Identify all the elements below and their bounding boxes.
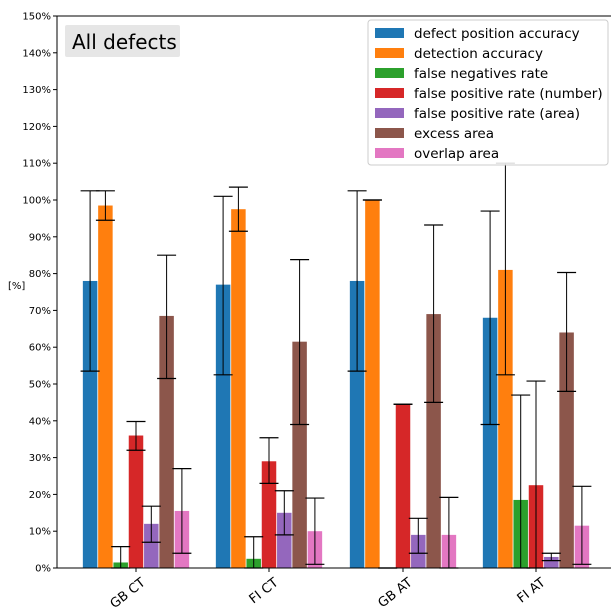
bar — [544, 556, 559, 568]
legend-swatch — [375, 88, 404, 98]
legend: defect position accuracy detection accura… — [367, 19, 609, 166]
bar — [482, 317, 498, 568]
legend-swatch — [375, 68, 404, 78]
legend-label: false negatives rate — [414, 66, 548, 82]
legend-label: detection accuracy — [414, 46, 543, 62]
bar — [292, 341, 307, 568]
bar — [98, 205, 113, 568]
bar — [365, 200, 380, 568]
legend-label: defect position accuracy — [414, 26, 580, 42]
panel-title: All defects — [72, 30, 177, 54]
legend-label: false positive rate (area) — [414, 106, 580, 122]
legend-swatch — [375, 108, 404, 118]
y-tick-label: 120% — [22, 122, 51, 133]
bar — [395, 404, 411, 568]
y-tick-label: 50% — [29, 380, 51, 391]
y-tick-label: 90% — [29, 232, 51, 243]
y-tick-label: 80% — [29, 269, 51, 280]
bar — [498, 269, 513, 568]
bar — [231, 209, 246, 568]
y-tick-label: 110% — [22, 159, 51, 170]
legend-label: false positive rate (number) — [414, 86, 603, 102]
legend-swatch — [375, 48, 404, 58]
bar — [144, 523, 159, 568]
bar — [426, 314, 441, 568]
bar — [82, 280, 98, 568]
y-tick-label: 100% — [22, 196, 51, 207]
y-tick-label: 130% — [22, 85, 51, 96]
y-tick-label: 30% — [29, 453, 51, 464]
y-tick-label: 20% — [29, 490, 51, 501]
y-tick-label: 60% — [29, 343, 51, 354]
legend-label: excess area — [414, 126, 494, 142]
legend-swatch — [375, 148, 404, 158]
legend-swatch — [375, 128, 404, 138]
bar — [349, 280, 365, 568]
y-tick-label: 0% — [35, 564, 51, 575]
y-axis-label: [%] — [8, 281, 25, 292]
legend-label: overlap area — [414, 146, 499, 162]
bar — [277, 512, 292, 568]
y-tick-label: 10% — [29, 527, 51, 538]
bar — [215, 284, 231, 568]
y-tick-label: 150% — [22, 12, 51, 23]
legend-swatch — [375, 28, 404, 38]
y-tick-label: 70% — [29, 306, 51, 317]
panel-title-box: All defects — [65, 25, 180, 57]
y-tick-label: 140% — [22, 48, 51, 59]
y-tick-label: 40% — [29, 416, 51, 427]
bar — [261, 461, 277, 568]
bar — [128, 435, 144, 568]
